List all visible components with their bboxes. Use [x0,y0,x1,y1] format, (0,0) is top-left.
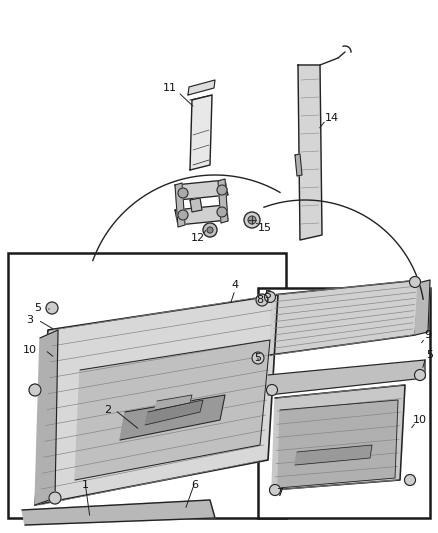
Polygon shape [295,445,372,465]
Polygon shape [188,80,215,95]
Polygon shape [190,198,202,212]
Polygon shape [190,95,212,170]
Circle shape [248,216,256,224]
Polygon shape [278,400,398,488]
Text: 6: 6 [191,480,198,490]
Polygon shape [35,295,278,505]
Text: 1: 1 [81,480,88,490]
Text: 8: 8 [256,295,264,305]
Circle shape [410,277,420,287]
Text: 11: 11 [163,83,177,93]
Text: 10: 10 [23,345,37,355]
Polygon shape [218,179,228,223]
Text: 10: 10 [413,415,427,425]
Polygon shape [270,280,420,355]
Text: 3: 3 [27,315,33,325]
Text: 7: 7 [276,488,283,498]
Text: 2: 2 [104,405,112,415]
Circle shape [217,207,227,217]
Circle shape [269,484,280,496]
Circle shape [178,210,188,220]
Polygon shape [298,65,322,240]
Text: 4: 4 [231,280,239,290]
Circle shape [252,352,264,364]
Circle shape [46,302,58,314]
Text: 14: 14 [325,113,339,123]
Bar [258,288,430,518]
Text: 9: 9 [424,330,431,340]
Circle shape [414,369,425,381]
Circle shape [217,185,227,195]
Polygon shape [155,395,192,410]
Circle shape [178,188,188,198]
Polygon shape [272,385,405,490]
Text: 12: 12 [191,233,205,243]
Polygon shape [175,183,185,227]
Polygon shape [415,280,430,335]
Text: 5: 5 [254,353,261,363]
Circle shape [265,292,276,303]
Polygon shape [120,395,225,440]
Polygon shape [35,330,58,505]
Circle shape [49,492,61,504]
Circle shape [29,384,41,396]
Polygon shape [268,360,425,395]
Circle shape [266,384,278,395]
Polygon shape [175,205,228,225]
Polygon shape [295,154,302,176]
Text: 5: 5 [35,303,42,313]
Circle shape [244,212,260,228]
Text: 5: 5 [265,290,272,300]
Circle shape [405,474,416,486]
Polygon shape [175,180,228,200]
Polygon shape [145,400,203,425]
Polygon shape [22,500,215,525]
Bar [8,253,286,518]
Text: 5: 5 [427,350,434,360]
Polygon shape [75,340,270,480]
Circle shape [203,223,217,237]
Circle shape [256,294,268,306]
Circle shape [207,227,213,233]
Text: 15: 15 [258,223,272,233]
